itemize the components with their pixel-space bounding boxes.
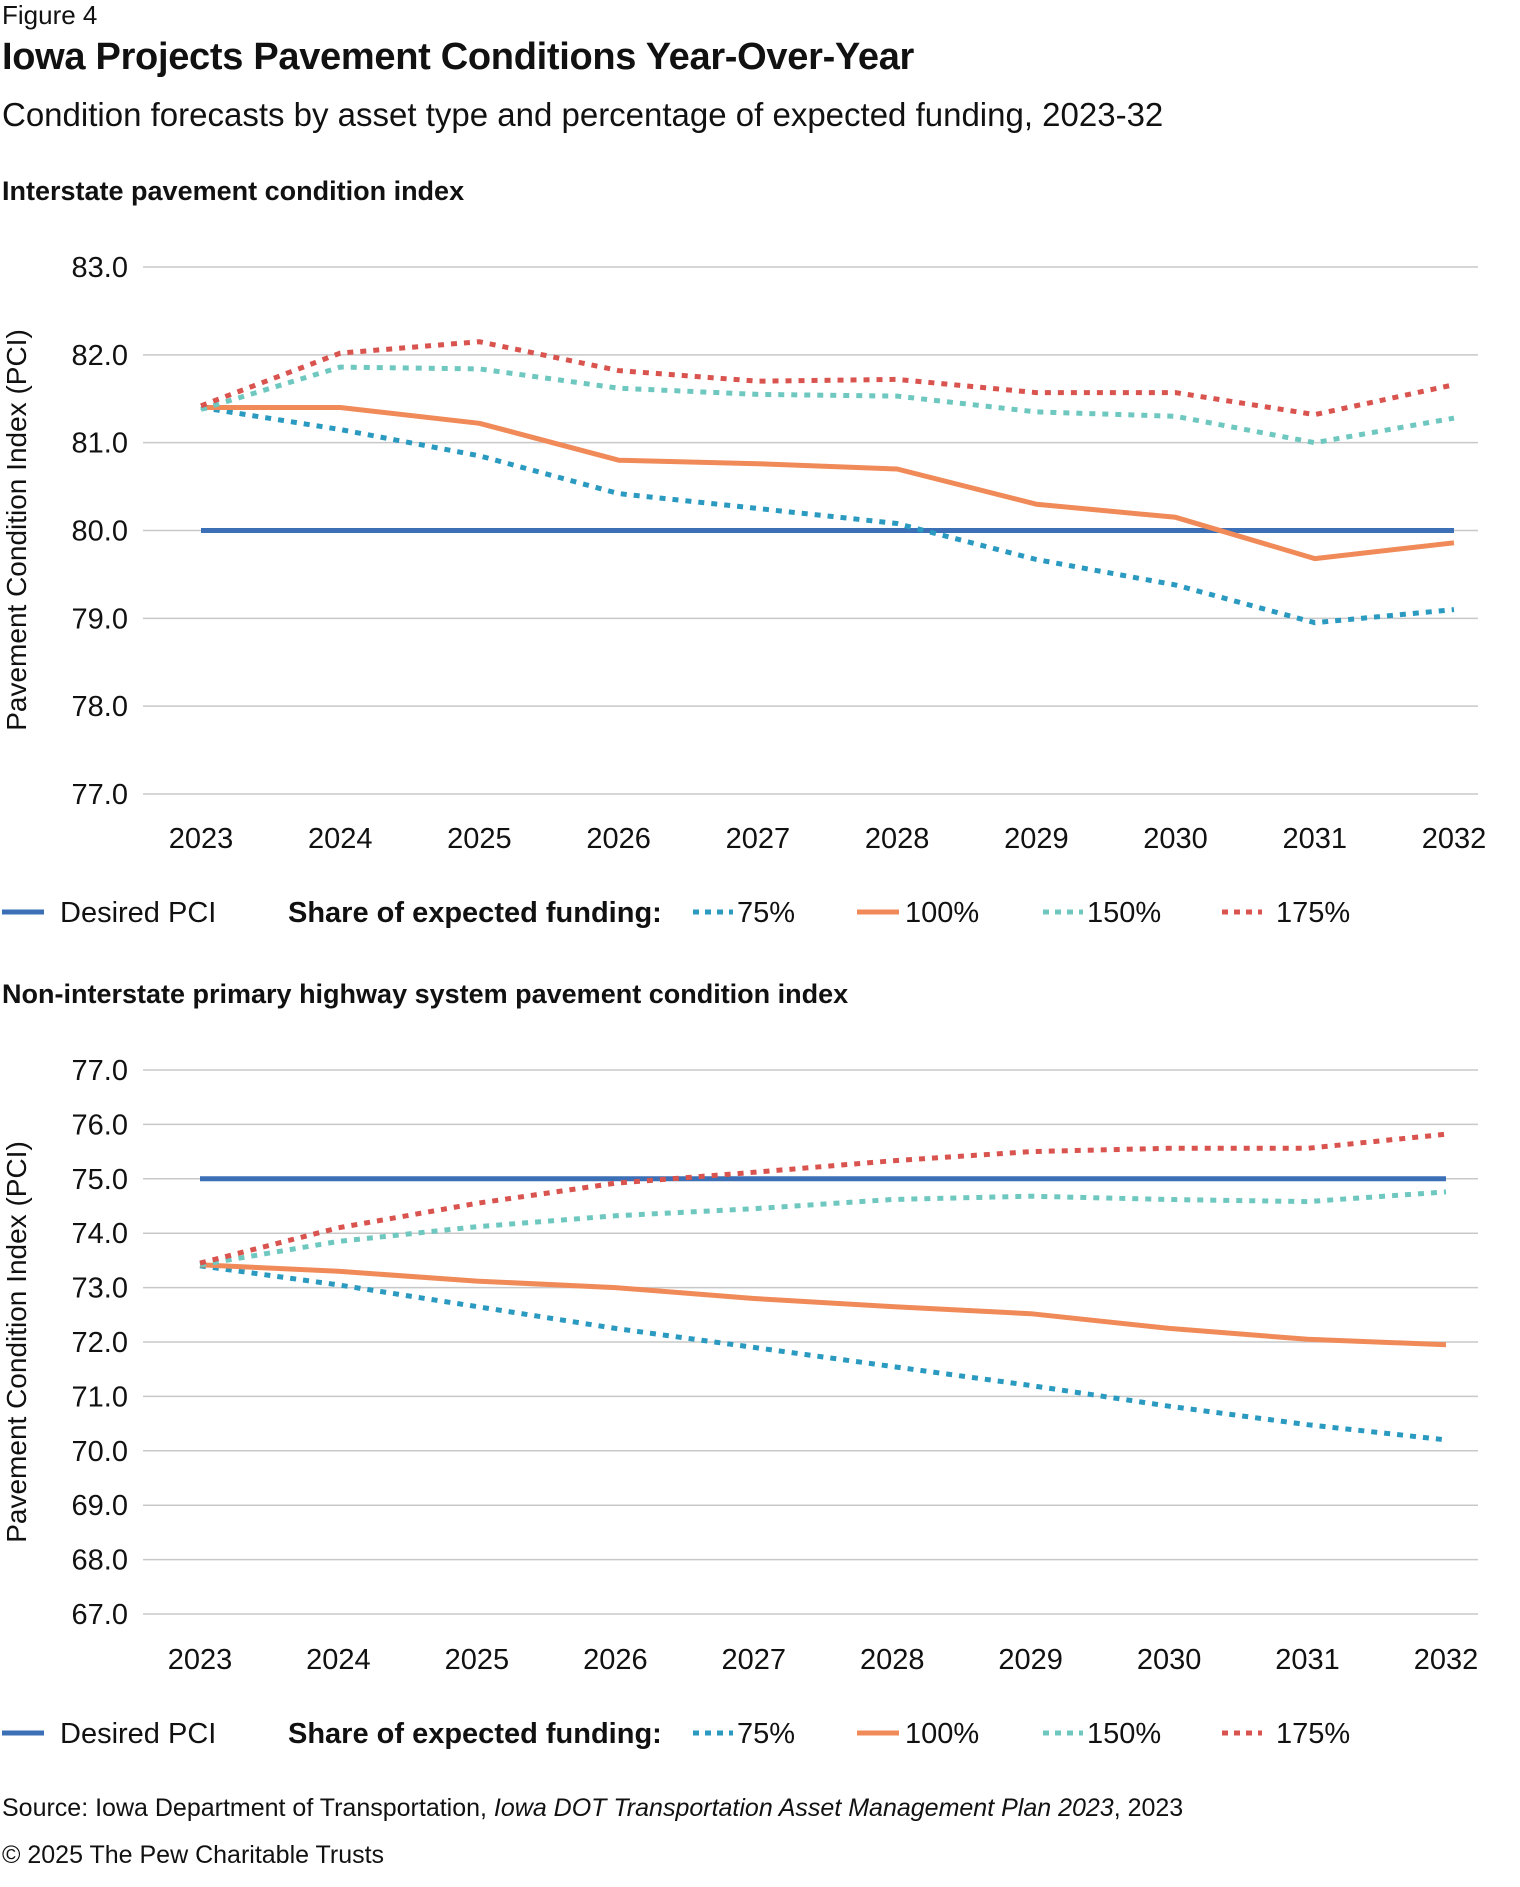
interstate-x-tick-label: 2032 [1422,823,1487,855]
non-interstate-pci-chart: 67.0 68.0 69.0 70.0 71.0 72.0 73.0 74.0 75.0 76.0… [1,1055,1479,1750]
non-interstate-y-tick-label: 71.0 [72,1381,128,1413]
non-interstate-x-tick-label: 2027 [722,1644,787,1676]
interstate-legend: Desired PCI Share of expected funding: 75%… [2,897,1350,929]
non-interstate-y-tick-label: 67.0 [72,1599,128,1631]
interstate-series-150-pct-line [200,364,1455,446]
non-interstate-x-tick-label: 2029 [998,1644,1063,1676]
interstate-legend-f150-label: 150% [1087,897,1161,929]
interstate-legend-f75-label: 75% [737,897,795,929]
interstate-series-75-pct-line [200,405,1455,626]
interstate-x-tick-label: 2026 [586,823,651,855]
non-interstate-legend: Desired PCI Share of expected funding: 75%… [2,1718,1350,1750]
interstate-legend-funding-label: Share of expected funding: [288,897,662,929]
non-interstate-x-tick-label: 2030 [1137,1644,1202,1676]
source-prefix: Source: Iowa Department of Transportatio… [2,1794,494,1822]
non-interstate-legend-f150-label: 150% [1087,1718,1161,1750]
non-interstate-legend-f75-label: 75% [737,1718,795,1750]
non-interstate-x-tick-label: 2026 [583,1644,648,1676]
interstate-y-tick-label: 79.0 [72,603,128,635]
page-title: Iowa Projects Pavement Conditions Year-O… [2,36,915,78]
interstate-x-tick-label: 2025 [447,823,512,855]
non-interstate-y-tick-label: 68.0 [72,1545,128,1577]
interstate-x-tick-label: 2024 [308,823,373,855]
non-interstate-series-75-pct-line [199,1263,1447,1443]
interstate-y-tick-label: 82.0 [72,340,128,372]
non-interstate-y-axis-title: Pavement Condition Index (PCI) [1,1141,32,1543]
interstate-series-175-pct-line [200,339,1455,418]
interstate-x-tick-label: 2027 [726,823,791,855]
interstate-series-100-pct-line [201,405,1455,562]
non-interstate-legend-desired-label: Desired PCI [60,1718,216,1750]
non-interstate-y-tick-label: 74.0 [72,1218,128,1250]
non-interstate-y-tick-label: 77.0 [72,1055,128,1087]
interstate-y-tick-label: 80.0 [72,516,128,548]
interstate-x-tick-label: 2028 [865,823,930,855]
interstate-pci-chart: 77.0 78.0 79.0 80.0 81.0 82.0 83.0 Pavement Con… [1,252,1487,929]
non-interstate-legend-funding-label: Share of expected funding: [288,1718,662,1750]
interstate-y-tick-label: 83.0 [72,252,128,284]
non-interstate-legend-f175-label: 175% [1276,1718,1350,1750]
copyright: © 2025 The Pew Charitable Trusts [2,1841,385,1869]
non-interstate-x-tick-label: 2032 [1414,1644,1479,1676]
source-suffix: , 2023 [1113,1794,1184,1822]
source-publication: Iowa DOT Transportation Asset Management… [493,1794,1114,1822]
non-interstate-legend-f100-label: 100% [905,1718,979,1750]
non-interstate-y-tick-label: 73.0 [72,1273,128,1305]
interstate-legend-desired-label: Desired PCI [60,897,216,929]
source-note: Source: Iowa Department of Transportatio… [2,1794,1183,1823]
interstate-y-axis-title: Pavement Condition Index (PCI) [1,329,32,731]
non-interstate-x-tick-label: 2023 [168,1644,233,1676]
non-interstate-x-tick-label: 2025 [445,1644,510,1676]
interstate-y-tick-label: 81.0 [72,428,128,460]
interstate-legend-f175-label: 175% [1276,897,1350,929]
interstate-x-tick-label: 2029 [1004,823,1069,855]
non-interstate-x-tick-label: 2024 [306,1644,371,1676]
non-interstate-series-100-pct-line [199,1262,1447,1348]
non-interstate-y-tick-label: 72.0 [72,1327,128,1359]
non-interstate-y-tick-label: 75.0 [72,1164,128,1196]
interstate-x-tick-label: 2030 [1143,823,1208,855]
non-interstate-chart-title: Non-interstate primary highway system pa… [2,979,849,1009]
interstate-y-tick-label: 77.0 [72,779,128,811]
interstate-x-tick-label: 2023 [169,823,234,855]
interstate-x-tick-label: 2031 [1283,823,1348,855]
non-interstate-x-tick-label: 2031 [1275,1644,1340,1676]
non-interstate-y-tick-label: 70.0 [72,1436,128,1468]
non-interstate-y-tick-label: 69.0 [72,1490,128,1522]
non-interstate-x-tick-label: 2028 [860,1644,925,1676]
non-interstate-series-175-pct-line [199,1131,1447,1266]
non-interstate-series-150-pct-line [199,1189,1447,1268]
non-interstate-y-tick-label: 76.0 [72,1109,128,1141]
figure-label: Figure 4 [2,0,98,30]
interstate-legend-f100-label: 100% [905,897,979,929]
interstate-chart-title: Interstate pavement condition index [2,176,465,206]
interstate-y-tick-label: 78.0 [72,691,128,723]
page-subtitle: Condition forecasts by asset type and pe… [2,96,1164,133]
